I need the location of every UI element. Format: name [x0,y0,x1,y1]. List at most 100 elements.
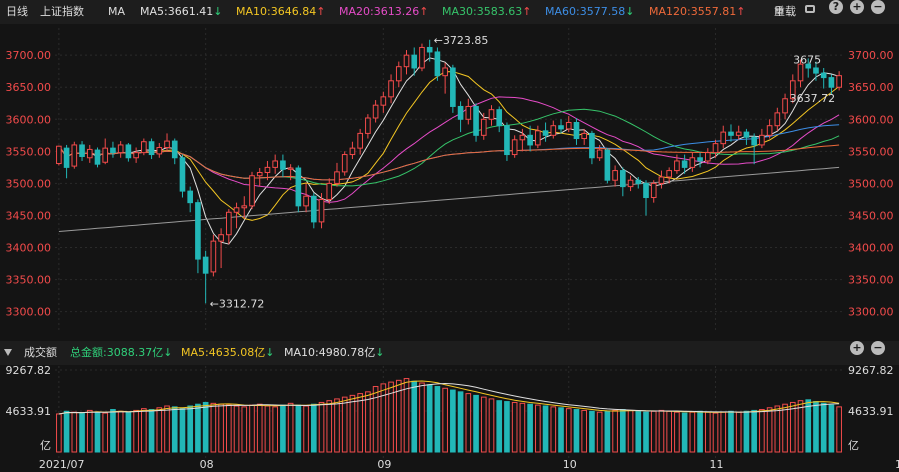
candle-body [372,104,379,119]
volume-axis: 9267.82 9267.82 4633.91 4633.91 亿 亿 [6,364,894,452]
candle-body [820,72,827,79]
restore-button[interactable]: 重载 [774,5,796,18]
volume-bar [133,409,139,453]
volume-bar [63,410,70,453]
candle-body [388,80,394,98]
candle-body [666,170,672,178]
volume-bar [813,401,819,453]
volume-bar [697,410,703,453]
candle-body [218,234,224,242]
price-tick-left: 3600.00 [6,113,52,126]
candle-body [210,240,217,273]
volume-bar [171,406,178,453]
volume-bar [759,409,765,453]
volume-bar [797,400,804,453]
price-tick-left: 3350.00 [6,274,52,287]
price-axis-left: 3700.00 3650.00 3600.00 3550.00 3500.00 3450.… [6,49,52,319]
candle-body [287,167,294,170]
volume-bar [743,410,750,453]
volume-bar [372,386,379,453]
volume-bar [473,394,479,453]
volume-bar [836,406,842,453]
candle-body [720,131,727,145]
ma-legend-item: MA30:3583.63↑ [442,5,532,18]
volume-zoom-in-icon[interactable]: + [850,341,864,355]
candle-body [71,144,78,167]
candle-body [125,144,132,159]
candle-body [704,152,711,162]
volume-bar [202,401,209,453]
candle-body [256,172,263,177]
volume-bar [774,405,781,453]
volume-collapse-icon[interactable] [4,349,12,356]
zoom-in-icon[interactable]: + [850,0,864,14]
volume-bar [264,405,271,453]
volume-bar [341,396,348,453]
volume-bar [349,394,356,453]
help-icon[interactable]: ? [829,0,843,14]
volume-bar [411,380,418,453]
candle-body [674,160,680,172]
volume-bar [573,409,580,453]
candle-body [102,147,109,163]
volume-bar [720,411,727,453]
volume-bar [527,403,533,453]
ma-selector[interactable]: MA [108,5,126,18]
candle-body [828,77,835,88]
candle-body [774,112,781,127]
candle-body [341,154,348,173]
period-tab[interactable]: 日线 [6,5,28,18]
price-tick-right: 3300.00 [848,306,894,319]
volume-bar [326,400,333,453]
volume-bar [735,411,742,453]
volume-bar [511,401,518,453]
candle-body [496,109,503,127]
volume-ma10: MA10:4980.78亿↓ [284,346,385,359]
volume-bar [650,410,657,453]
price-tick-left: 3500.00 [6,177,52,190]
volume-bar [504,401,510,453]
candle-body [79,144,85,157]
volume-bar [164,405,170,453]
volume-bar [56,413,62,453]
volume-bar [310,403,317,453]
volume-bar [558,407,564,453]
candle-body [164,140,170,149]
volume-ma-lines [58,380,840,415]
volume-bar [295,404,302,453]
candle-body [535,130,541,146]
volume-zoom-out-icon[interactable]: − [871,341,885,355]
candle-body [334,171,340,184]
candle-body [179,157,186,192]
price-tick-right: 3650.00 [848,81,894,94]
candle-body [589,132,595,159]
volume-bar [86,409,93,453]
candle-body [689,157,696,168]
volume-bar [380,383,387,453]
volume-bar [565,408,572,453]
volume-bar [94,411,101,453]
index-name[interactable]: 上证指数 [40,5,84,18]
candle-body [550,125,557,136]
candle-body [395,66,402,82]
candle-body [202,256,209,274]
price-tick-right: 3700.00 [848,49,894,62]
candle-body [94,149,101,165]
volume-ma-line-ma10 [58,382,840,415]
candle-body [488,109,495,120]
volume-bar [805,399,812,453]
lock-icon[interactable] [805,5,815,13]
volume-bar [643,411,649,453]
candle-body [697,157,703,162]
volume-bar [550,406,557,453]
volume-bar [820,402,827,453]
candle-body [658,176,665,184]
volume-bar [226,404,232,453]
max-price-label: ←3723.85 [434,34,489,47]
candle-body [318,198,325,223]
candle-body [627,179,634,188]
zoom-out-icon[interactable]: − [871,0,885,14]
volume-bar [604,410,611,453]
candle-body [86,148,93,159]
